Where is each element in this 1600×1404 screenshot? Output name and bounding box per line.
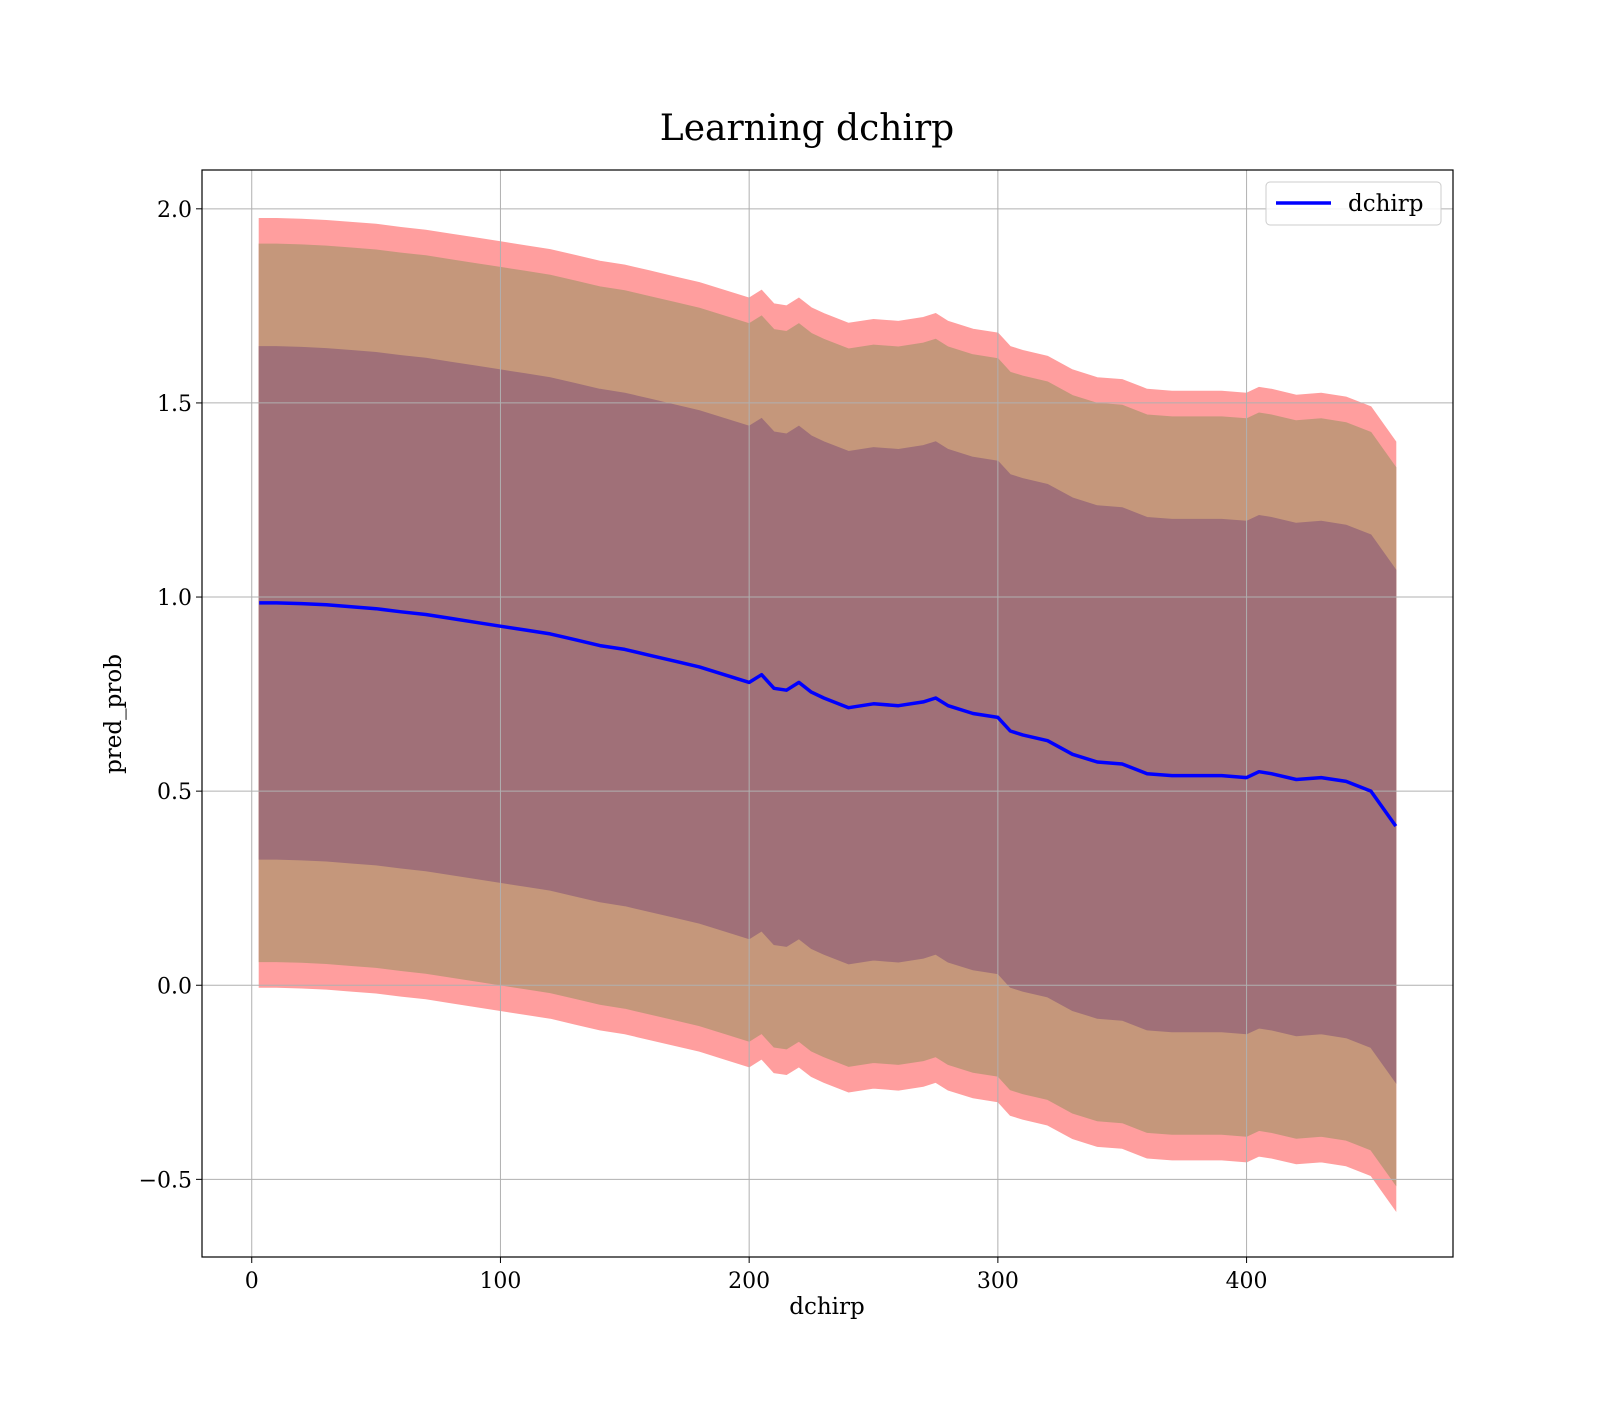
tick-layer: 0 100 200 300 400 −0.5 0.0 0.5 1.0 1.5 2.0 xyxy=(139,198,1268,1294)
x-axis-label: dchirp xyxy=(789,1294,865,1320)
legend-box xyxy=(1265,181,1442,226)
plot-frame xyxy=(201,169,1454,1258)
x-tick-label: 0 xyxy=(245,1269,259,1294)
y-tick-label: −0.5 xyxy=(139,1168,192,1193)
x-tick-label: 200 xyxy=(728,1269,770,1294)
y-tick-label: 1.5 xyxy=(157,392,192,417)
grid-layer xyxy=(202,170,1453,1257)
legend-label-dchirp: dchirp xyxy=(1348,191,1424,217)
chart-title: Learning dchirp xyxy=(660,108,954,149)
y-tick-label: 1.0 xyxy=(157,586,192,611)
line-layer xyxy=(259,601,1398,828)
band-inner-band xyxy=(258,346,1397,1084)
x-tick-label: 100 xyxy=(479,1269,521,1294)
y-tick-label: 2.0 xyxy=(157,198,192,223)
legend: dchirp xyxy=(1265,181,1442,226)
y-tick-label: 0.5 xyxy=(157,780,192,805)
series-line-dchirp xyxy=(259,601,1398,828)
bands-layer xyxy=(258,218,1397,1212)
y-tick-label: 0.0 xyxy=(157,974,192,999)
x-tick-label: 400 xyxy=(1226,1269,1268,1294)
x-tick-label: 300 xyxy=(977,1269,1019,1294)
y-axis-label: pred_prob xyxy=(101,654,127,774)
